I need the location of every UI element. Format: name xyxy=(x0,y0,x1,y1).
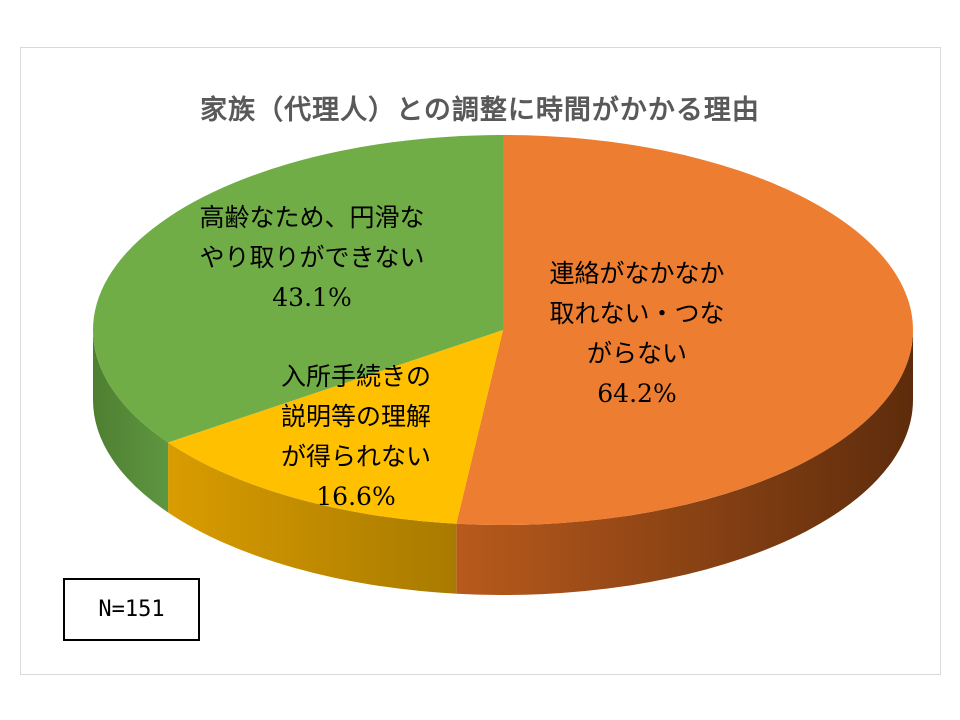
pie-slice xyxy=(93,135,503,443)
pie-tops xyxy=(93,135,914,525)
slice-category-label: 取れない・つな xyxy=(549,299,724,328)
pie-slice-side xyxy=(168,442,457,594)
slice-category-label: 入所手続きの xyxy=(281,362,431,391)
pie-slice xyxy=(456,135,914,525)
slice-category-label: 説明等の理解 xyxy=(281,402,431,431)
pie-slice-side xyxy=(456,330,913,595)
slice-label: 高齢なため、円滑なやり取りができない 43.1% xyxy=(199,203,424,312)
sample-size-box: N=151 xyxy=(63,578,200,641)
slice-category-label: が得られない xyxy=(281,442,431,471)
slice-category-label: 連絡がなかなか xyxy=(549,259,724,288)
slice-value-label: 64.2% xyxy=(597,379,676,408)
slice-value-label: 16.6% xyxy=(316,482,395,511)
slice-value-label: 43.1% xyxy=(272,283,351,312)
chart-title: 家族（代理人）との調整に時間がかかる理由 xyxy=(200,95,760,126)
slice-label: 入所手続きの説明等の理解が得られない 16.6% xyxy=(281,362,431,511)
slice-category-label: やり取りができない xyxy=(199,243,424,272)
slice-label: 連絡がなかなか取れない・つながらない 64.2% xyxy=(549,259,724,408)
pie-slice-side xyxy=(93,330,169,513)
pie-sides xyxy=(93,330,913,595)
pie-labels: 連絡がなかなか取れない・つながらない 64.2% 入所手続きの説明等の理解が得られな… xyxy=(199,203,724,511)
slice-category-label: 高齢なため、円滑な xyxy=(199,203,424,232)
slice-category-label: がらない xyxy=(587,339,687,368)
pie-slice xyxy=(168,330,503,524)
